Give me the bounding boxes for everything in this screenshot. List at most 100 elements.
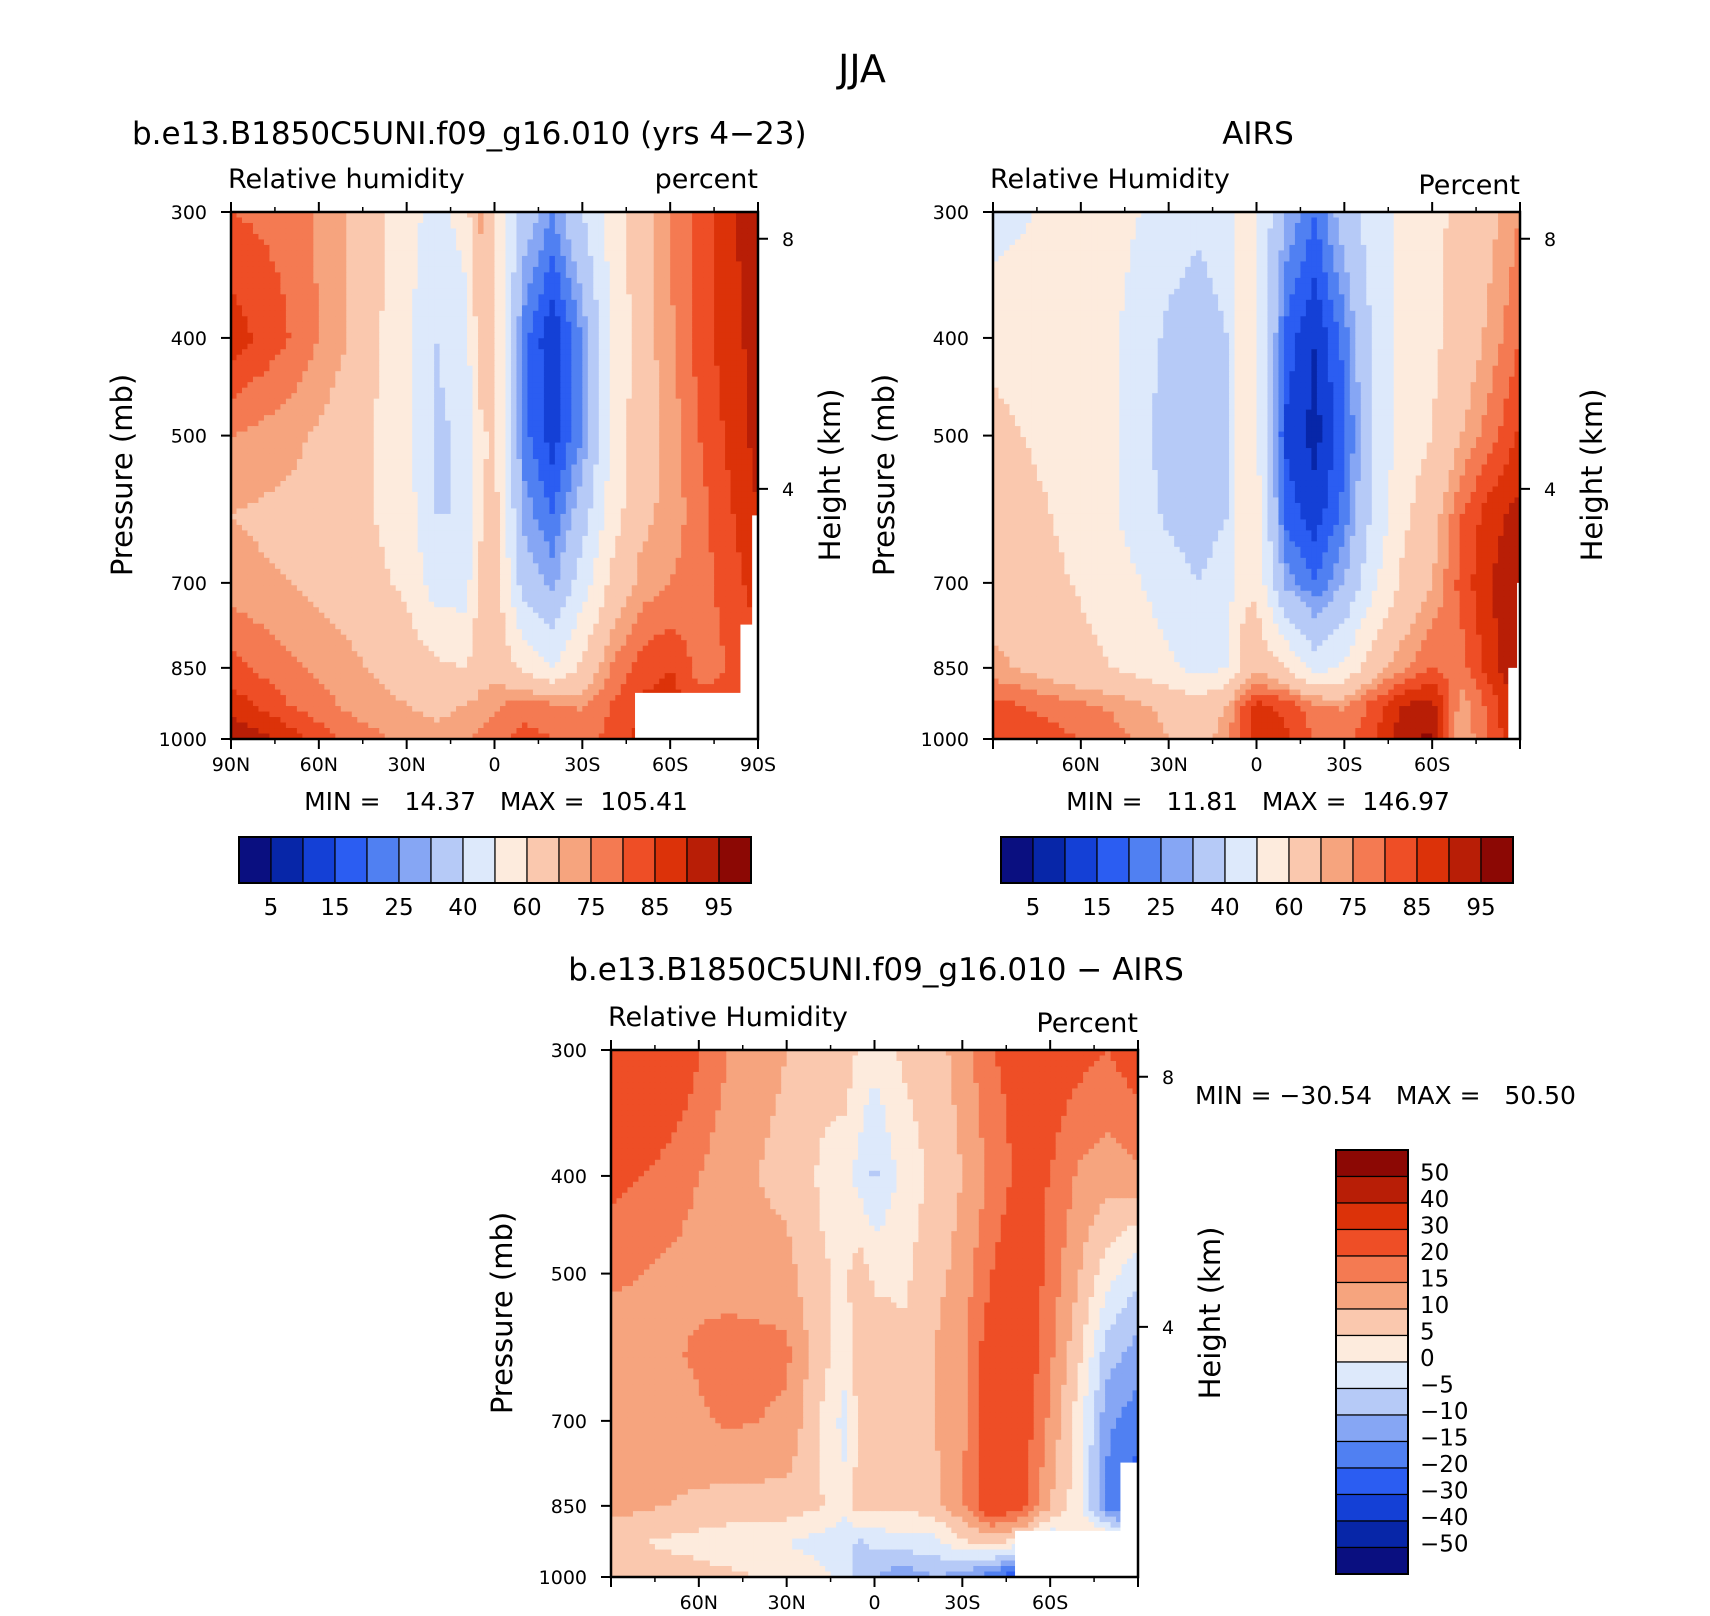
field-cell	[566, 355, 572, 361]
field-cell	[731, 415, 737, 421]
field-cell	[319, 327, 325, 333]
field-cell	[599, 443, 605, 449]
field-cell	[544, 377, 550, 383]
field-cell	[632, 443, 638, 449]
field-cell	[429, 393, 435, 399]
field-cell	[560, 404, 566, 410]
field-cell	[401, 333, 407, 339]
field-cell	[648, 289, 654, 295]
field-cell	[659, 399, 665, 405]
field-cell	[637, 465, 643, 471]
field-cell	[357, 377, 363, 383]
field-cell	[736, 239, 742, 245]
field-cell	[747, 470, 753, 476]
field-cell	[258, 278, 264, 284]
field-cell	[374, 399, 380, 405]
field-cell	[681, 377, 687, 383]
field-cell	[544, 382, 550, 388]
field-cell	[654, 239, 660, 245]
field-cell	[566, 261, 572, 267]
field-cell	[533, 223, 539, 229]
field-cell	[385, 256, 391, 262]
field-cell	[390, 294, 396, 300]
field-cell	[445, 344, 451, 350]
field-cell	[396, 256, 402, 262]
field-cell	[725, 322, 731, 328]
field-cell	[665, 448, 671, 454]
field-cell	[555, 316, 561, 322]
field-cell	[736, 476, 742, 482]
field-cell	[308, 399, 314, 405]
field-cell	[286, 267, 292, 273]
field-cell	[747, 393, 753, 399]
field-cell	[352, 360, 358, 366]
field-cell	[269, 311, 275, 317]
field-cell	[511, 421, 517, 427]
field-cell	[588, 349, 594, 355]
field-cell	[308, 415, 314, 421]
field-cell	[440, 388, 446, 394]
field-cell	[516, 278, 522, 284]
field-cell	[445, 393, 451, 399]
field-cell	[335, 377, 341, 383]
field-cell	[742, 322, 748, 328]
field-cell	[544, 371, 550, 377]
field-cell	[258, 426, 264, 432]
field-cell	[500, 322, 506, 328]
field-cell	[258, 481, 264, 487]
field-cell	[247, 465, 253, 471]
field-cell	[648, 239, 654, 245]
field-cell	[615, 322, 621, 328]
field-cell	[335, 448, 341, 454]
field-cell	[302, 322, 308, 328]
field-cell	[676, 426, 682, 432]
field-cell	[615, 349, 621, 355]
field-cell	[489, 338, 495, 344]
field-cell	[440, 355, 446, 361]
field-cell	[720, 393, 726, 399]
field-cell	[571, 454, 577, 460]
field-cell	[291, 470, 297, 476]
field-cell	[412, 410, 418, 416]
field-cell	[412, 371, 418, 377]
field-cell	[555, 421, 561, 427]
field-cell	[330, 432, 336, 438]
field-cell	[418, 486, 424, 492]
field-cell	[341, 327, 347, 333]
field-cell	[374, 415, 380, 421]
field-cell	[709, 459, 715, 465]
field-cell	[396, 338, 402, 344]
field-cell	[632, 454, 638, 460]
field-cell	[253, 245, 259, 251]
field-cell	[308, 305, 314, 311]
field-cell	[473, 355, 479, 361]
field-cell	[335, 476, 341, 482]
field-cell	[505, 261, 511, 267]
field-cell	[538, 470, 544, 476]
field-cell	[643, 294, 649, 300]
field-cell	[346, 256, 352, 262]
field-cell	[467, 294, 473, 300]
field-cell	[747, 294, 753, 300]
field-cell	[538, 245, 544, 251]
field-cell	[566, 272, 572, 278]
field-cell	[445, 459, 451, 465]
field-cell	[275, 294, 281, 300]
field-cell	[324, 322, 330, 328]
field-cell	[566, 316, 572, 322]
field-cell	[742, 360, 748, 366]
field-cell	[654, 344, 660, 350]
field-cell	[500, 338, 506, 344]
field-cell	[687, 289, 693, 295]
field-cell	[484, 470, 490, 476]
field-cell	[626, 443, 632, 449]
field-cell	[522, 388, 528, 394]
field-cell	[412, 283, 418, 289]
field-cell	[352, 465, 358, 471]
field-cell	[313, 223, 319, 229]
field-cell	[709, 239, 715, 245]
field-cell	[703, 399, 709, 405]
field-cell	[495, 289, 501, 295]
field-cell	[637, 382, 643, 388]
field-cell	[703, 316, 709, 322]
